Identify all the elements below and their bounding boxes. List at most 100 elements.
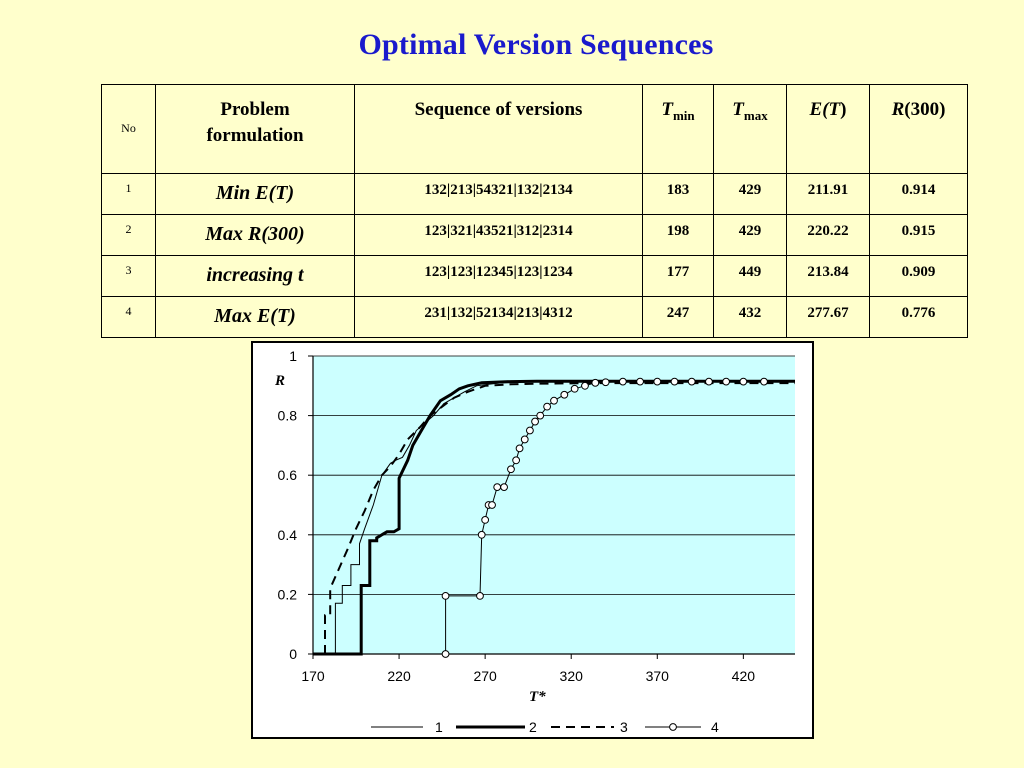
cell-sequence: 123|321|43521|312|2314 [354,214,643,256]
x-tick-label: 370 [646,668,670,684]
y-tick-label: 1 [289,348,297,364]
data-point [536,411,545,420]
legend-label: 1 [435,719,443,735]
x-tick-label: 170 [301,668,325,684]
cell-et: 277.67 [786,296,870,338]
data-point [476,591,484,600]
cell-tmin: 177 [642,255,714,297]
x-tick-label: 270 [473,668,497,684]
x-tick-label: 420 [732,668,756,684]
axes [308,355,795,659]
data-point [739,377,748,386]
cell-tmax: 432 [713,296,787,338]
data-point [507,465,515,474]
header-tmax-main: T [732,99,744,120]
cell-sequence: 231|132|52134|213|4312 [354,296,643,338]
series-3 [324,382,795,654]
table-header-row: No Problem formulation Sequence of versi… [101,84,968,174]
legend-item-1: 1 [371,719,443,735]
x-tick-label: 220 [387,668,411,684]
data-point [618,377,627,386]
header-tmin-sub: min [672,107,695,123]
y-tick-label: 0.2 [278,586,298,602]
data-point [543,402,552,411]
cell-r300: 0.914 [869,173,968,215]
cell-no: 1 [101,173,156,215]
header-problem-line1: Problem [220,99,290,120]
legend-marker [669,723,677,731]
y-tick-label: 0.6 [278,467,298,483]
chart-container: 0 0.2 0.4 0.6 0.8 1 170 220 270 320 370 420 R T* 1 2… [251,341,814,739]
header-r-var: R [891,99,905,120]
series-layer [313,377,795,658]
cell-tmax: 449 [713,255,787,297]
cell-formulation: Max R(300) [155,214,355,256]
cell-tmax: 429 [713,173,787,215]
data-point [722,377,731,386]
data-point [441,591,450,600]
cell-no: 4 [101,296,156,338]
series-line-3 [324,382,795,654]
data-point [526,426,534,435]
header-et-pre: E( [809,99,829,120]
cell-et: 213.84 [786,255,870,297]
sequence-table: No Problem formulation Sequence of versi… [101,84,968,338]
cell-tmin: 247 [642,296,714,338]
legend-item-3: 3 [551,719,628,735]
data-point [653,377,662,386]
cell-tmin: 198 [642,214,714,256]
y-tick-label: 0.4 [278,527,298,543]
cell-formulation: Min E(T) [155,173,355,215]
header-tmin: Tmin [642,84,714,174]
legend-item-4: 4 [645,719,719,735]
table-row: 1 Min E(T) 132|213|54321|132|2134 183 42… [101,173,968,215]
data-point [581,381,589,390]
data-point [512,456,521,465]
cell-et: 211.91 [786,173,870,215]
data-point [531,417,539,426]
series-line-2 [313,379,795,656]
header-r-post: (300) [904,99,946,120]
legend: 1 2 3 4 [371,719,719,735]
header-r300: R(300) [869,84,968,174]
header-no: No [101,84,156,174]
header-tmin-main: T [661,99,673,120]
data-point [520,435,529,444]
header-problem-line2: formulation [206,125,304,146]
data-point [705,377,713,386]
data-point [760,377,768,386]
y-tick-label: 0.8 [278,408,298,424]
data-point [481,516,490,524]
legend-item-2: 2 [456,719,537,735]
data-point [477,530,486,539]
data-point [560,390,569,399]
cell-sequence: 132|213|54321|132|2134 [354,173,643,215]
data-point [488,501,496,509]
header-tmax: Tmax [713,84,787,174]
legend-label: 3 [620,719,628,735]
cell-et: 220.22 [786,214,870,256]
data-point [636,377,644,386]
legend-label: 2 [529,719,537,735]
y-axis-label: R [274,373,285,389]
data-point [550,396,558,405]
cell-no: 2 [101,214,156,256]
header-sequence: Sequence of versions [354,84,643,174]
data-point [687,377,696,386]
header-et-var: T [828,99,841,120]
cell-tmax: 429 [713,214,787,256]
table-row: 2 Max R(300) 123|321|43521|312|2314 198 … [101,214,968,256]
data-point [591,378,600,387]
series-4 [441,377,768,658]
cell-formulation: Max E(T) [155,296,355,338]
x-tick-label: 320 [560,668,584,684]
series-2 [313,379,795,656]
cell-formulation: increasing t [155,255,355,297]
header-et: E(T) [786,84,870,174]
cell-no: 3 [101,255,156,297]
header-problem-formulation: Problem formulation [155,84,355,174]
data-point [670,377,679,386]
header-et-post: ) [840,99,847,120]
data-point [570,384,579,393]
cell-r300: 0.915 [869,214,968,256]
